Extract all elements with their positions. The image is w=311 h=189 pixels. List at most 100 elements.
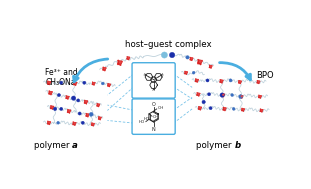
Circle shape [60, 107, 63, 110]
Circle shape [222, 94, 224, 96]
Circle shape [93, 125, 94, 126]
Circle shape [229, 79, 232, 82]
Circle shape [94, 123, 95, 124]
Circle shape [196, 79, 198, 81]
Circle shape [96, 105, 98, 106]
Circle shape [98, 118, 99, 120]
Circle shape [49, 91, 52, 94]
Circle shape [238, 82, 239, 83]
Circle shape [190, 57, 191, 58]
Circle shape [49, 93, 50, 94]
FancyBboxPatch shape [132, 63, 175, 98]
Circle shape [239, 95, 243, 98]
Circle shape [127, 56, 128, 57]
Circle shape [76, 82, 77, 83]
Circle shape [49, 84, 50, 85]
Circle shape [99, 104, 100, 105]
Circle shape [47, 81, 48, 82]
Circle shape [197, 79, 199, 80]
Circle shape [73, 122, 76, 125]
Circle shape [89, 112, 93, 116]
Circle shape [240, 97, 241, 98]
Circle shape [66, 96, 69, 99]
Circle shape [221, 80, 223, 82]
Circle shape [91, 125, 92, 126]
Circle shape [241, 110, 243, 111]
Circle shape [207, 93, 211, 96]
Circle shape [201, 107, 202, 108]
Circle shape [72, 96, 76, 100]
Circle shape [258, 81, 259, 83]
Circle shape [240, 95, 243, 98]
FancyBboxPatch shape [132, 99, 175, 134]
Circle shape [74, 82, 76, 84]
Circle shape [220, 79, 221, 80]
Circle shape [195, 79, 198, 82]
Circle shape [81, 121, 84, 124]
Circle shape [77, 99, 80, 102]
Circle shape [128, 57, 129, 59]
Circle shape [199, 107, 201, 109]
Circle shape [197, 62, 199, 64]
Circle shape [239, 81, 241, 83]
Circle shape [97, 103, 98, 104]
Circle shape [100, 117, 102, 118]
Circle shape [110, 84, 111, 85]
Circle shape [223, 107, 224, 108]
Circle shape [97, 104, 100, 106]
Circle shape [98, 104, 99, 106]
Circle shape [108, 84, 110, 86]
Circle shape [47, 83, 48, 84]
Circle shape [195, 78, 196, 80]
Circle shape [198, 106, 199, 107]
Circle shape [47, 123, 49, 124]
Circle shape [60, 81, 63, 84]
Text: BPO: BPO [257, 71, 274, 80]
Circle shape [260, 109, 263, 112]
Circle shape [85, 101, 87, 103]
Circle shape [260, 111, 261, 112]
Text: a: a [72, 141, 78, 150]
Circle shape [104, 70, 105, 71]
Circle shape [47, 81, 50, 84]
Circle shape [223, 96, 224, 97]
Circle shape [109, 86, 110, 87]
Circle shape [224, 108, 225, 109]
Circle shape [192, 71, 195, 74]
Circle shape [103, 67, 106, 70]
Circle shape [240, 83, 241, 84]
Circle shape [198, 107, 201, 110]
Circle shape [257, 80, 258, 81]
Circle shape [258, 97, 259, 98]
Circle shape [84, 100, 87, 104]
Circle shape [201, 60, 203, 62]
Circle shape [51, 106, 53, 108]
Circle shape [49, 124, 50, 125]
Circle shape [195, 81, 196, 82]
Circle shape [232, 108, 235, 110]
Circle shape [262, 109, 263, 110]
Circle shape [209, 65, 212, 68]
Circle shape [197, 92, 198, 93]
Circle shape [209, 107, 212, 110]
Circle shape [242, 109, 244, 110]
Circle shape [67, 96, 68, 98]
Circle shape [86, 115, 87, 117]
Circle shape [86, 103, 87, 104]
Circle shape [223, 109, 224, 110]
Text: N: N [152, 127, 156, 132]
Circle shape [50, 94, 52, 95]
Circle shape [87, 101, 88, 102]
Circle shape [186, 74, 187, 75]
Circle shape [69, 112, 70, 113]
Circle shape [107, 85, 109, 86]
Circle shape [129, 57, 130, 58]
Circle shape [220, 80, 223, 83]
Circle shape [239, 81, 241, 83]
Circle shape [49, 91, 50, 92]
Circle shape [48, 121, 50, 124]
Circle shape [84, 102, 85, 104]
Circle shape [220, 93, 224, 97]
Circle shape [221, 82, 222, 83]
Circle shape [66, 95, 67, 96]
